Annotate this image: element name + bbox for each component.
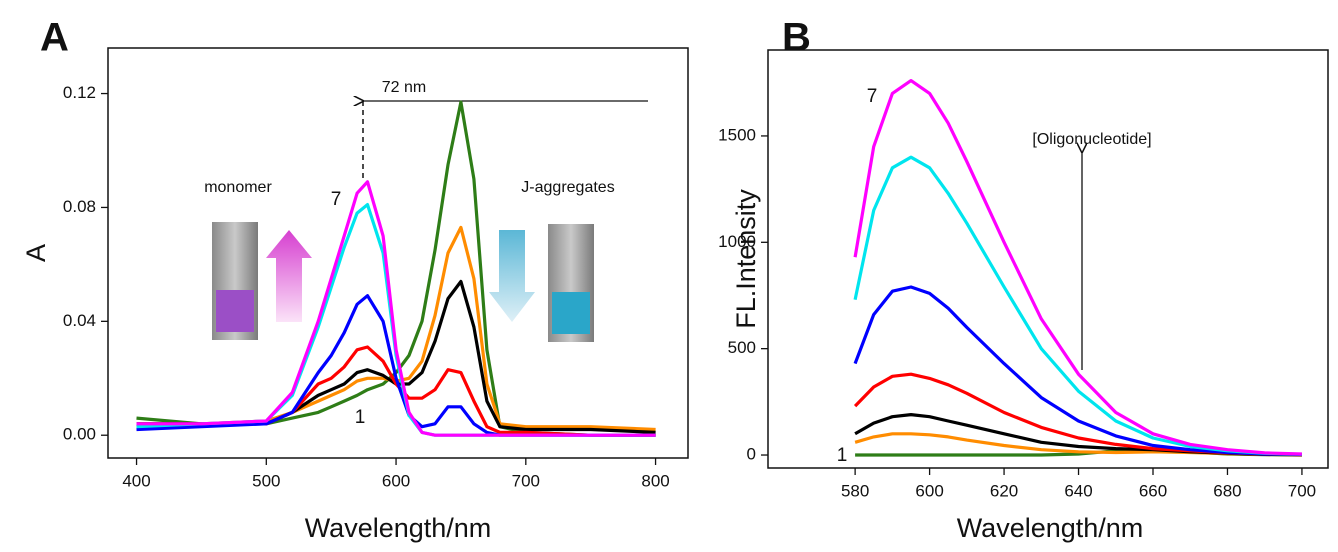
data-line <box>853 79 1302 456</box>
annotation: 1 <box>355 407 366 428</box>
arrow-up <box>266 230 312 322</box>
decorations <box>212 101 1082 370</box>
x-tick-label: 660 <box>1139 481 1167 500</box>
annotation: monomer <box>204 179 272 196</box>
panel-label: B <box>782 16 811 60</box>
x-axis-title: Wavelength/nm <box>305 513 492 543</box>
x-tick-label: 640 <box>1064 481 1092 500</box>
y-axis-title: A <box>21 244 51 262</box>
data-line <box>853 155 1302 456</box>
data-line <box>853 285 1302 456</box>
y-axis-title: FL.Intensity <box>731 189 761 329</box>
y-tick-label: 0.08 <box>63 197 96 216</box>
annotation: 7 <box>331 189 342 210</box>
y-tick-label: 0.12 <box>63 83 96 102</box>
x-tick-label: 700 <box>512 471 540 490</box>
data-line <box>136 180 656 437</box>
data-line <box>136 100 656 437</box>
x-axis-title: Wavelength/nm <box>957 513 1144 543</box>
y-tick-label: 0.04 <box>63 311 96 330</box>
annotation: [Oligonucleotide] <box>1032 131 1151 148</box>
x-tick-label: 800 <box>641 471 669 490</box>
plot-frame <box>767 49 1329 469</box>
x-tick-label: 500 <box>252 471 280 490</box>
arrow-down <box>489 230 535 322</box>
plot-frame <box>107 47 689 459</box>
y-tick-label: 1000 <box>718 232 756 251</box>
x-tick-label: 600 <box>915 481 943 500</box>
y-tick-label: 0 <box>747 445 756 464</box>
y-tick-label: 0.00 <box>63 425 96 444</box>
annotation: J-aggregates <box>521 179 614 196</box>
cuvette-liquid <box>552 292 590 334</box>
annotation: 1 <box>837 445 848 466</box>
x-tick-label: 620 <box>990 481 1018 500</box>
y-tick-label: 1500 <box>718 125 756 144</box>
x-tick-label: 580 <box>841 481 869 500</box>
x-tick-label: 700 <box>1288 481 1316 500</box>
y-tick-label: 500 <box>728 338 756 357</box>
panel-label: A <box>40 16 69 60</box>
annotation: 7 <box>867 86 878 107</box>
x-tick-label: 600 <box>382 471 410 490</box>
x-tick-label: 680 <box>1213 481 1241 500</box>
annotation: 72 nm <box>382 79 426 96</box>
cuvette-liquid <box>216 290 254 332</box>
x-tick-label: 400 <box>122 471 150 490</box>
